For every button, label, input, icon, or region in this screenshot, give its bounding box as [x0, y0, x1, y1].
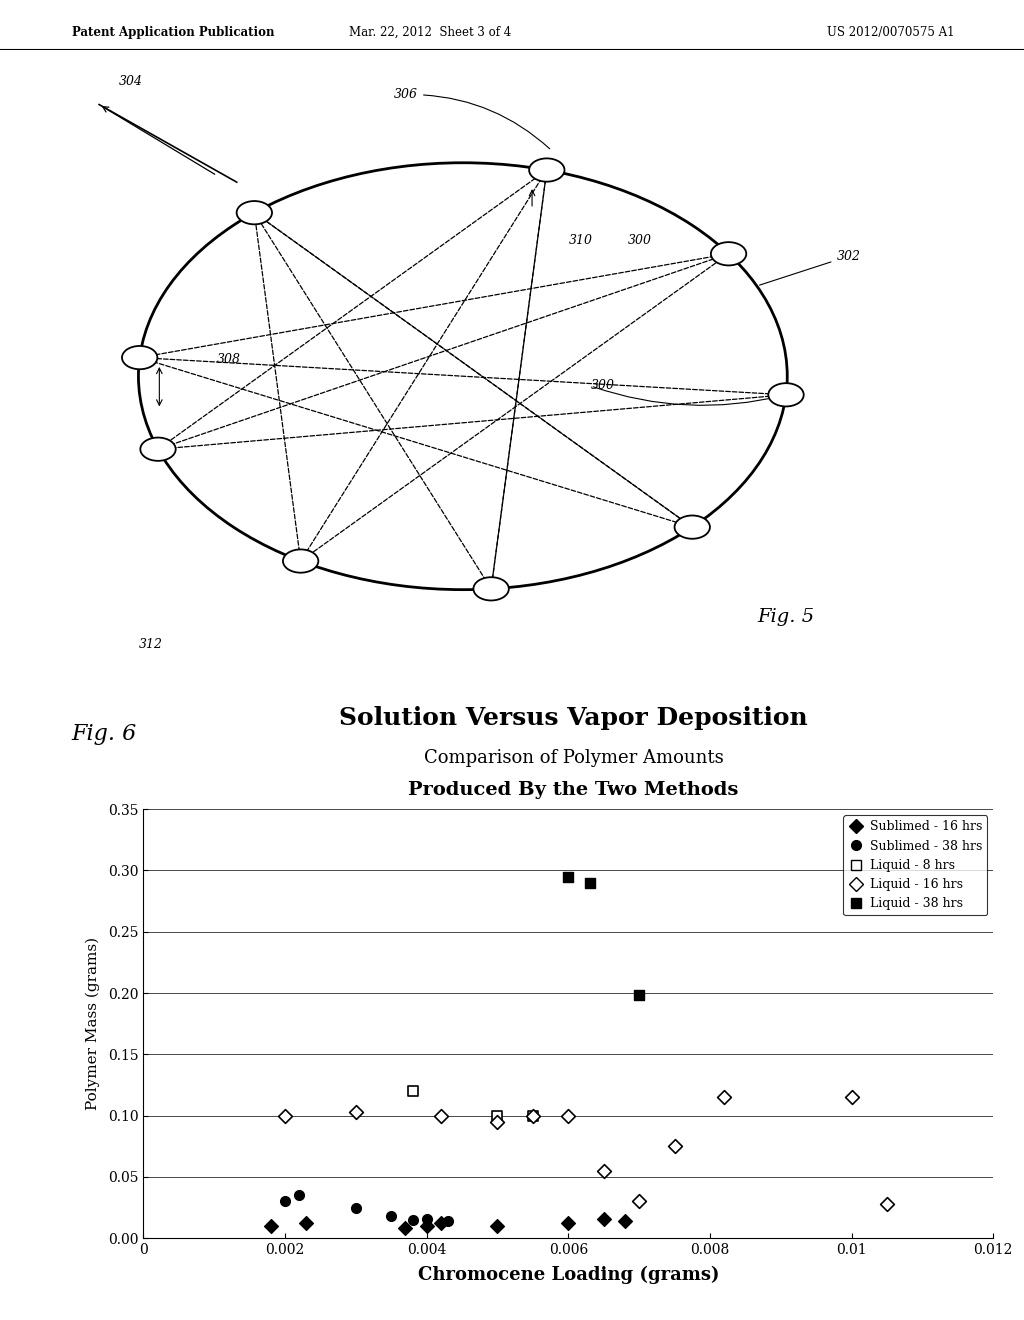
- Point: [419, 1208, 435, 1229]
- Point: [432, 1213, 449, 1234]
- Circle shape: [529, 158, 564, 182]
- Text: Fig. 5: Fig. 5: [758, 609, 815, 626]
- Point: [596, 1208, 612, 1229]
- Point: [276, 1105, 293, 1126]
- Point: [489, 1105, 506, 1126]
- Text: Fig. 6: Fig. 6: [72, 723, 137, 744]
- Circle shape: [283, 549, 318, 573]
- Point: [404, 1081, 421, 1102]
- Text: Patent Application Publication: Patent Application Publication: [72, 26, 274, 38]
- Point: [432, 1105, 449, 1126]
- Point: [489, 1216, 506, 1237]
- Point: [397, 1218, 414, 1239]
- Y-axis label: Polymer Mass (grams): Polymer Mass (grams): [85, 937, 99, 1110]
- Text: 306: 306: [394, 88, 550, 149]
- Circle shape: [768, 383, 804, 407]
- Circle shape: [675, 516, 710, 539]
- Text: Mar. 22, 2012  Sheet 3 of 4: Mar. 22, 2012 Sheet 3 of 4: [349, 26, 511, 38]
- Point: [404, 1209, 421, 1230]
- Text: 302: 302: [760, 249, 860, 285]
- Point: [439, 1210, 456, 1232]
- Circle shape: [122, 346, 158, 370]
- Point: [596, 1160, 612, 1181]
- Point: [419, 1216, 435, 1237]
- Point: [262, 1216, 279, 1237]
- X-axis label: Chromocene Loading (grams): Chromocene Loading (grams): [418, 1266, 719, 1283]
- Text: 300: 300: [628, 234, 652, 247]
- Point: [560, 1105, 577, 1126]
- Point: [667, 1135, 683, 1156]
- Point: [879, 1193, 895, 1214]
- Point: [631, 985, 647, 1006]
- Circle shape: [237, 201, 272, 224]
- Text: 304: 304: [119, 75, 142, 88]
- Text: Produced By the Two Methods: Produced By the Two Methods: [409, 781, 738, 800]
- Circle shape: [473, 577, 509, 601]
- Point: [631, 1191, 647, 1212]
- Legend: Sublimed - 16 hrs, Sublimed - 38 hrs, Liquid - 8 hrs, Liquid - 16 hrs, Liquid - : Sublimed - 16 hrs, Sublimed - 38 hrs, Li…: [844, 816, 987, 915]
- Point: [616, 1210, 633, 1232]
- Circle shape: [711, 242, 746, 265]
- Point: [524, 1105, 541, 1126]
- Point: [560, 866, 577, 887]
- Point: [524, 1105, 541, 1126]
- Point: [383, 1205, 399, 1226]
- Text: Solution Versus Vapor Deposition: Solution Versus Vapor Deposition: [339, 706, 808, 730]
- Text: US 2012/0070575 A1: US 2012/0070575 A1: [827, 26, 954, 38]
- Point: [582, 873, 598, 894]
- Point: [347, 1197, 365, 1218]
- Point: [347, 1101, 365, 1122]
- Point: [291, 1185, 307, 1206]
- Text: 312: 312: [138, 638, 163, 651]
- Point: [560, 1213, 577, 1234]
- Circle shape: [140, 437, 176, 461]
- Point: [489, 1111, 506, 1133]
- Point: [298, 1213, 314, 1234]
- Point: [276, 1191, 293, 1212]
- Text: Comparison of Polymer Amounts: Comparison of Polymer Amounts: [424, 748, 723, 767]
- Point: [716, 1086, 732, 1107]
- Point: [844, 1086, 860, 1107]
- Text: 308: 308: [217, 354, 241, 366]
- Text: 310: 310: [569, 234, 593, 247]
- Text: 300: 300: [591, 379, 614, 392]
